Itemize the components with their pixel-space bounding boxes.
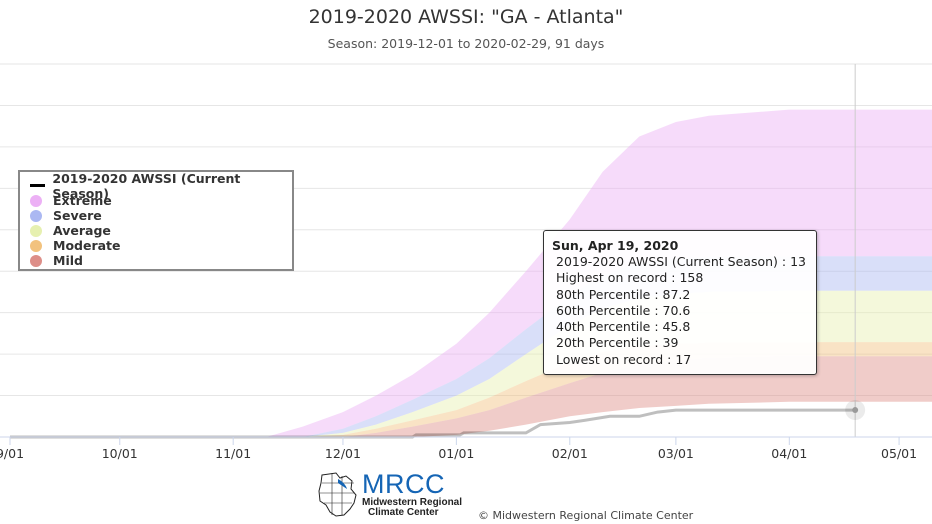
x-tick-label: 02/01	[552, 446, 588, 461]
chart-subtitle: Season: 2019-12-01 to 2020-02-29, 91 day…	[327, 36, 605, 51]
logo-line1: Midwestern Regional	[362, 497, 463, 508]
legend-color-swatch	[30, 209, 42, 222]
chart-title: 2019-2020 AWSSI: "GA - Atlanta"	[308, 6, 624, 28]
x-tick-label: 05/01	[881, 446, 917, 461]
tooltip-row: Lowest on record : 17	[556, 351, 692, 367]
midwest-map-icon	[318, 472, 357, 517]
band-mild	[266, 356, 932, 437]
legend-color-swatch	[30, 194, 42, 207]
legend-color-swatch	[30, 224, 42, 237]
chart-legend: 2019-2020 AWSSI (Current Season) Extreme S…	[18, 170, 294, 271]
legend-color-swatch	[30, 254, 42, 267]
logo-line2: Climate Center	[368, 507, 439, 518]
legend-item[interactable]: Mild	[30, 253, 292, 268]
data-tooltip: Sun, Apr 19, 2020 2019-2020 AWSSI (Curre…	[543, 230, 817, 375]
legend-label: Average	[53, 223, 111, 238]
series-line-current-season	[10, 408, 856, 439]
legend-item[interactable]: Moderate	[30, 238, 292, 253]
mrcc-logo: MRCC Midwestern Regional Climate Center	[316, 467, 476, 519]
x-tick-label: 12/01	[325, 446, 361, 461]
legend-item[interactable]: Average	[30, 223, 292, 238]
legend-label: Mild	[53, 253, 83, 268]
series-point	[852, 407, 859, 414]
copyright-credit: © Midwestern Regional Climate Center	[478, 509, 694, 522]
tooltip-date: Sun, Apr 19, 2020	[552, 238, 679, 253]
x-tick-label: 01/01	[438, 446, 474, 461]
legend-label: Moderate	[53, 238, 121, 253]
tooltip-row: 80th Percentile : 87.2	[556, 286, 691, 302]
x-tick-label: 11/01	[215, 446, 251, 461]
legend-label: Extreme	[53, 193, 112, 208]
legend-item[interactable]: Severe	[30, 208, 292, 223]
tooltip-row: 40th Percentile : 45.8	[556, 319, 691, 335]
legend-item[interactable]: Extreme	[30, 193, 292, 208]
legend-label: Severe	[53, 208, 102, 223]
legend-line-swatch	[30, 184, 46, 187]
legend-item[interactable]: 2019-2020 AWSSI (Current Season)	[30, 171, 292, 201]
legend-color-swatch	[30, 239, 42, 252]
tooltip-row: Highest on record : 158	[556, 270, 704, 286]
logo-wordmark: MRCC	[362, 469, 445, 499]
x-tick-label: 10/01	[102, 446, 138, 461]
tooltip-row: 20th Percentile : 39	[556, 335, 679, 351]
x-tick-label: 03/01	[658, 446, 694, 461]
tooltip-row: 60th Percentile : 70.6	[556, 302, 691, 318]
tooltip-row: 2019-2020 AWSSI (Current Season) : 13	[556, 254, 806, 269]
x-tick-label: 9/01	[0, 446, 24, 461]
legend-label: 2019-2020 AWSSI (Current Season)	[52, 170, 241, 201]
band-severe	[266, 256, 932, 437]
x-tick-label: 04/01	[771, 446, 807, 461]
